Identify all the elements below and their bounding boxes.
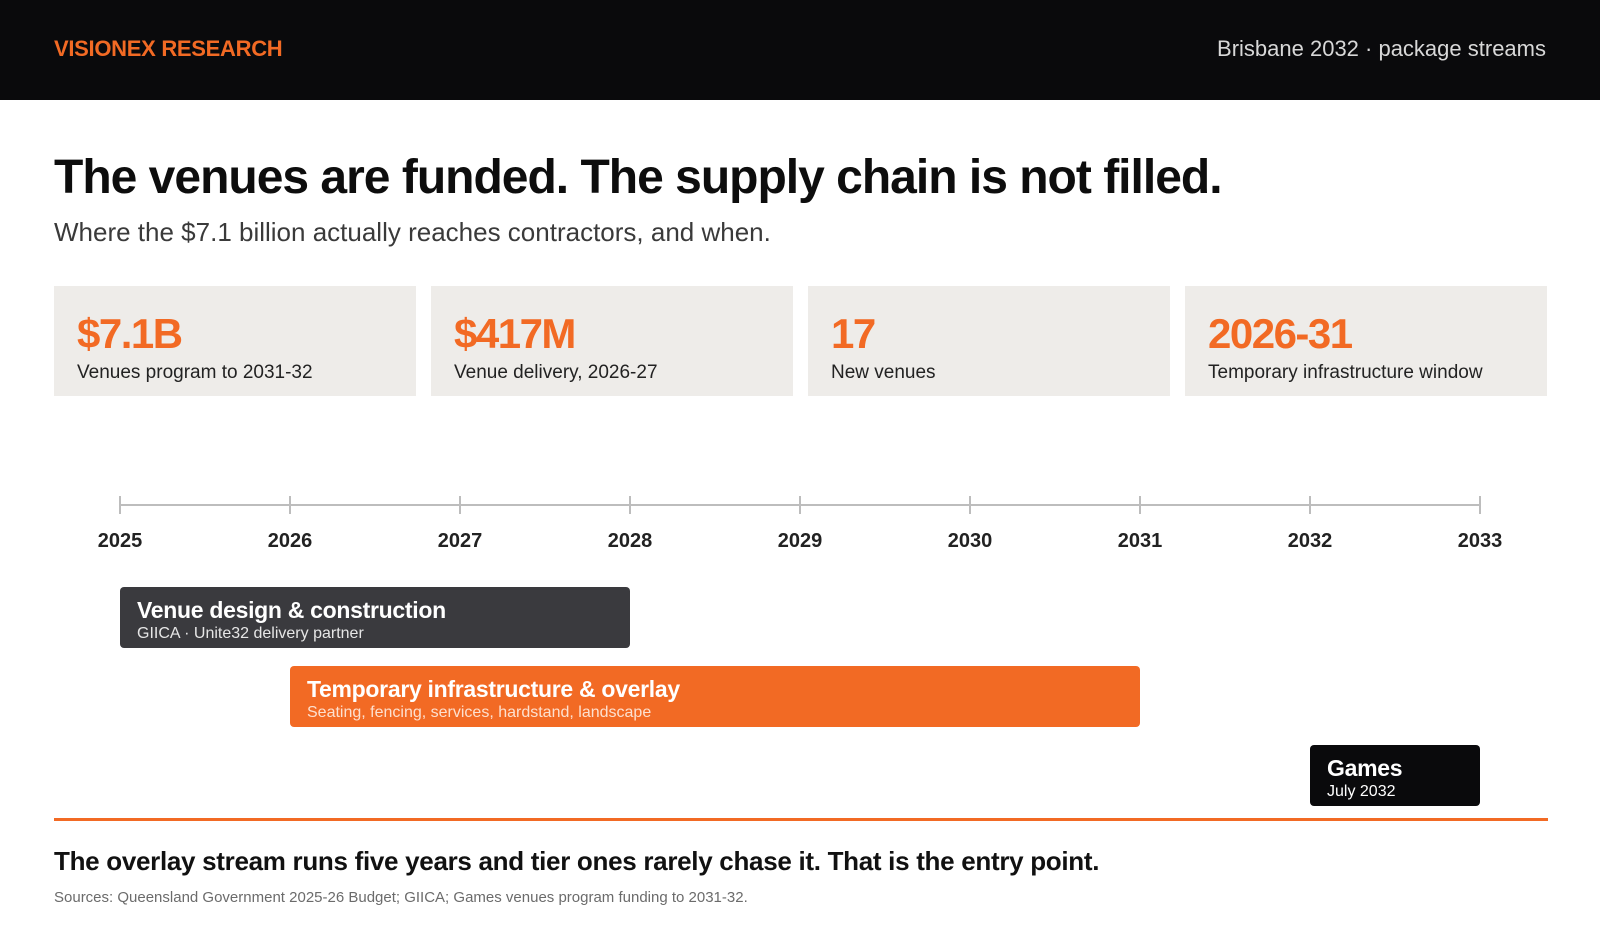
stat-card-venues: 17 New venues — [808, 286, 1170, 396]
year-label: 2031 — [1117, 530, 1163, 552]
stat-label: Venue delivery, 2026-27 — [454, 362, 658, 383]
stat-value: $417M — [454, 310, 576, 357]
page-subtitle: Where the $7.1 billion actually reaches … — [54, 217, 771, 247]
stat-card-window: 2026-31 Temporary infrastructure window — [1185, 286, 1547, 396]
stat-label: Venues program to 2031-32 — [77, 362, 313, 383]
stream-title: Venue design & construction — [137, 597, 446, 623]
stream-detail: July 2032 — [1327, 783, 1396, 800]
year-label: 2026 — [267, 530, 313, 552]
header-context: Brisbane 2032 · package streams — [1217, 36, 1546, 61]
stat-card-delivery: $417M Venue delivery, 2026-27 — [431, 286, 793, 396]
stat-label: New venues — [831, 362, 936, 383]
year-label: 2028 — [607, 530, 653, 552]
top-bar: VISIONEX RESEARCH Brisbane 2032 · packag… — [0, 0, 1600, 100]
stat-card-program: $7.1B Venues program to 2031-32 — [54, 286, 416, 396]
stat-value: 2026-31 — [1208, 310, 1353, 357]
stream-detail: GIICA · Unite32 delivery partner — [137, 625, 364, 642]
stream-detail: Seating, fencing, services, hardstand, l… — [307, 704, 652, 721]
stat-value: $7.1B — [77, 310, 183, 357]
axis-ticks — [119, 496, 1481, 514]
year-label: 2027 — [437, 530, 483, 552]
key-takeaway: The overlay stream runs five years and t… — [54, 846, 1100, 876]
year-label: 2032 — [1287, 530, 1333, 552]
year-label: 2029 — [777, 530, 823, 552]
stream-bar-venue-design: Venue design & construction GIICA · Unit… — [120, 587, 630, 648]
brand-logo-text: VISIONEX RESEARCH — [54, 36, 283, 61]
stream-title: Temporary infrastructure & overlay — [307, 676, 680, 702]
year-label: 2030 — [947, 530, 993, 552]
footer-divider — [54, 818, 1548, 821]
year-label: 2025 — [97, 530, 143, 552]
stat-value: 17 — [831, 310, 876, 357]
page-title: The venues are funded. The supply chain … — [54, 151, 1223, 204]
stream-title: Games — [1327, 755, 1403, 781]
stat-label: Temporary infrastructure window — [1208, 362, 1483, 383]
year-label: 2033 — [1457, 530, 1503, 552]
stream-bar-games: Games July 2032 — [1310, 745, 1480, 806]
sources-note: Sources: Queensland Government 2025-26 B… — [54, 889, 748, 906]
stream-bar-temporary-overlay: Temporary infrastructure & overlay Seati… — [290, 666, 1140, 727]
